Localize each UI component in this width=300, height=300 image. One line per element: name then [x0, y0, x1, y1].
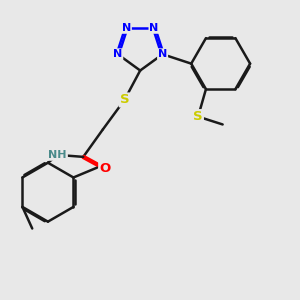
Text: N: N: [113, 49, 122, 59]
Text: N: N: [149, 23, 159, 33]
Text: O: O: [99, 162, 110, 175]
Text: NH: NH: [49, 150, 67, 160]
Text: N: N: [158, 49, 167, 59]
Text: N: N: [122, 23, 131, 33]
Text: S: S: [193, 110, 203, 123]
Text: S: S: [120, 93, 129, 106]
